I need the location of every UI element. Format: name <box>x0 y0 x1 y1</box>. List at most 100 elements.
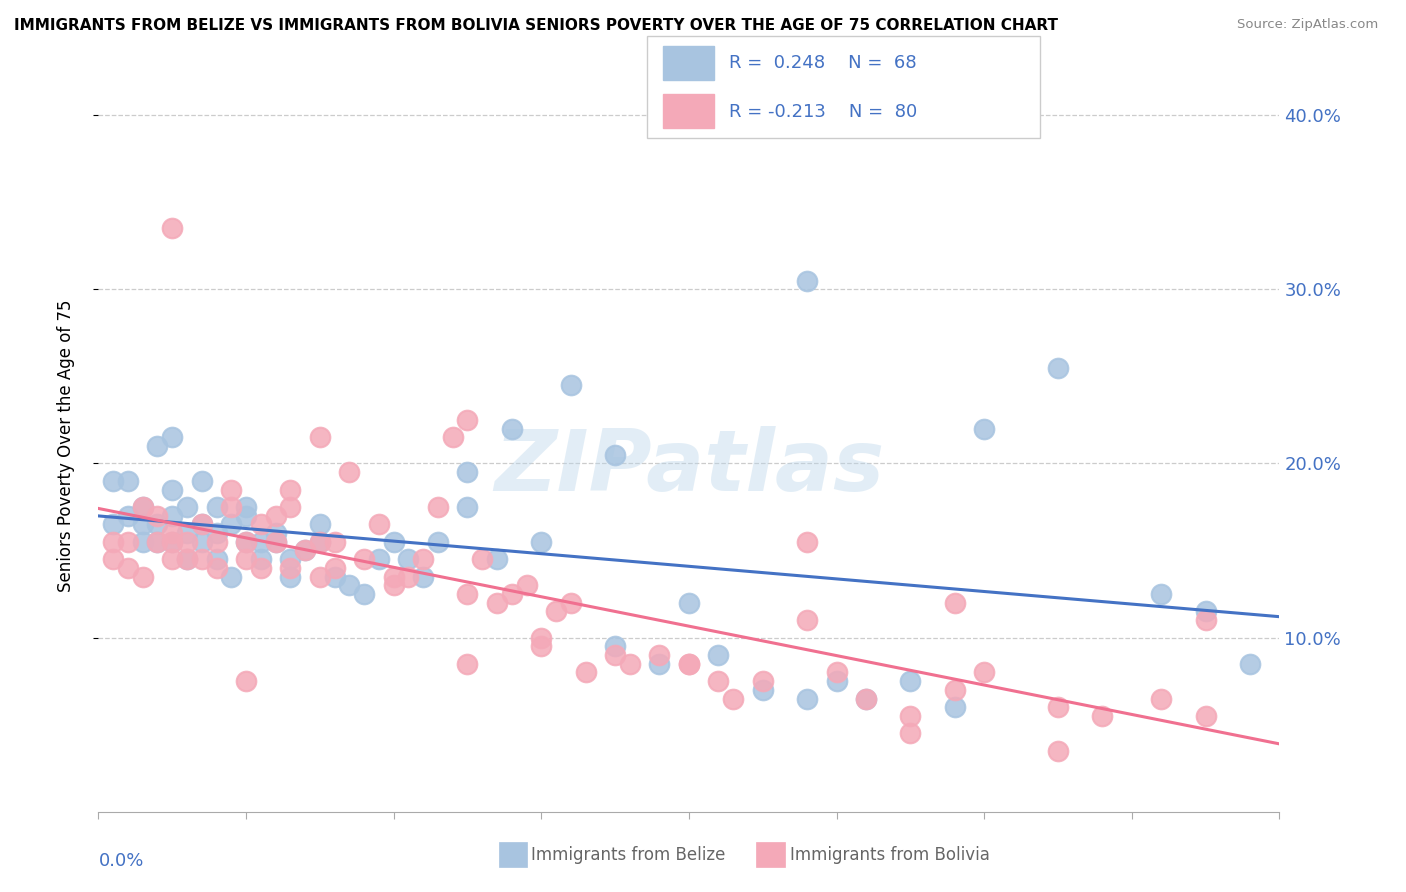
Point <box>678 657 700 671</box>
Point <box>103 474 125 488</box>
Point <box>752 682 775 697</box>
Point <box>471 552 494 566</box>
Point <box>146 517 169 532</box>
Point <box>205 534 228 549</box>
Point <box>943 682 966 697</box>
Point <box>103 534 125 549</box>
Point <box>707 674 730 689</box>
Point <box>427 534 450 549</box>
Point <box>294 543 316 558</box>
Point <box>162 526 183 541</box>
Point <box>1239 657 1261 671</box>
Point <box>221 517 243 532</box>
Point <box>264 534 287 549</box>
Point <box>1195 613 1218 627</box>
Point <box>221 500 243 514</box>
Point <box>382 578 405 592</box>
Point <box>280 569 302 583</box>
Point <box>501 421 523 435</box>
Point <box>796 613 818 627</box>
Point <box>323 534 346 549</box>
Text: R =  0.248    N =  68: R = 0.248 N = 68 <box>730 54 917 72</box>
Point <box>825 674 848 689</box>
Point <box>176 526 198 541</box>
Point <box>605 448 627 462</box>
Point <box>382 534 405 549</box>
Text: Immigrants from Bolivia: Immigrants from Bolivia <box>790 846 990 863</box>
Point <box>162 221 183 235</box>
Point <box>900 726 922 740</box>
Point <box>235 552 257 566</box>
Point <box>132 500 155 514</box>
Point <box>707 648 730 662</box>
Point <box>457 657 479 671</box>
Point <box>382 569 405 583</box>
Point <box>855 691 877 706</box>
Point <box>825 665 848 680</box>
Point <box>132 500 155 514</box>
Point <box>441 430 464 444</box>
Point <box>457 587 479 601</box>
Point <box>1046 744 1070 758</box>
Point <box>191 517 214 532</box>
Point <box>280 483 302 497</box>
Point <box>235 534 257 549</box>
Point <box>796 691 818 706</box>
Point <box>723 691 745 706</box>
Point <box>900 709 922 723</box>
Text: IMMIGRANTS FROM BELIZE VS IMMIGRANTS FROM BOLIVIA SENIORS POVERTY OVER THE AGE O: IMMIGRANTS FROM BELIZE VS IMMIGRANTS FRO… <box>14 18 1059 33</box>
Point <box>796 534 818 549</box>
Point <box>457 500 479 514</box>
Point <box>619 657 641 671</box>
Point <box>412 552 434 566</box>
Point <box>1091 709 1114 723</box>
Point <box>117 534 139 549</box>
Point <box>117 474 139 488</box>
Point <box>280 561 302 575</box>
Point <box>323 561 346 575</box>
Point <box>280 500 302 514</box>
Point <box>368 552 391 566</box>
Text: ZIPatlas: ZIPatlas <box>494 426 884 509</box>
FancyBboxPatch shape <box>662 46 714 79</box>
Point <box>1195 709 1218 723</box>
Point <box>221 483 243 497</box>
Point <box>648 648 671 662</box>
Point <box>973 665 995 680</box>
Point <box>1195 604 1218 618</box>
Point <box>221 569 243 583</box>
Point <box>1046 700 1070 714</box>
Point <box>457 413 479 427</box>
Point <box>752 674 775 689</box>
Point <box>205 526 228 541</box>
Point <box>235 674 257 689</box>
Point <box>176 534 198 549</box>
Point <box>353 587 375 601</box>
Point <box>162 508 183 523</box>
Point <box>1150 587 1173 601</box>
Point <box>943 700 966 714</box>
Point <box>309 517 332 532</box>
Point <box>427 500 450 514</box>
Point <box>132 569 155 583</box>
Point <box>796 274 818 288</box>
Point <box>678 596 700 610</box>
Point <box>294 543 316 558</box>
Point <box>309 534 332 549</box>
Point <box>398 569 420 583</box>
Point <box>309 569 332 583</box>
Point <box>235 508 257 523</box>
Point <box>250 534 273 549</box>
Point <box>973 421 995 435</box>
Point <box>117 508 139 523</box>
Point <box>250 517 273 532</box>
Point <box>264 526 287 541</box>
Point <box>191 534 214 549</box>
Point <box>398 552 420 566</box>
Point <box>339 465 361 479</box>
Point <box>678 657 700 671</box>
Point <box>516 578 538 592</box>
Point <box>560 596 582 610</box>
Point <box>339 578 361 592</box>
FancyBboxPatch shape <box>662 95 714 128</box>
